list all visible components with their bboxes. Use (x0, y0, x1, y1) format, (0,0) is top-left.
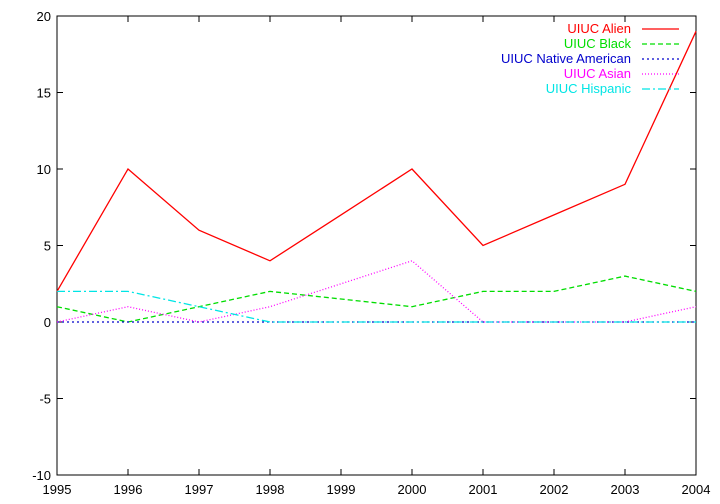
y-tick-label: -5 (39, 392, 51, 407)
axis-ticks: 1995 1996 1997 1998 1999 2000 2001 2002 2003 2004… (32, 9, 710, 497)
series-line-uiuc-asian (56, 260, 697, 323)
x-tick-label: 2004 (682, 482, 711, 497)
series-lines (56, 31, 697, 323)
series-line-uiuc-black (56, 275, 697, 323)
x-tick-label: 2003 (611, 482, 640, 497)
x-tick-label: 1997 (185, 482, 214, 497)
y-tick-label: 10 (37, 162, 51, 177)
x-tick-label: 2002 (540, 482, 569, 497)
legend-label: UIUC Asian (564, 66, 631, 81)
legend-label: UIUC Hispanic (546, 81, 632, 96)
legend-label: UIUC Alien (567, 21, 631, 36)
x-tick-label: 2001 (469, 482, 498, 497)
x-tick-label: 1999 (327, 482, 356, 497)
x-tick-label: 1995 (43, 482, 72, 497)
y-tick-label: 20 (37, 9, 51, 24)
x-tick-label: 1998 (256, 482, 285, 497)
series-line-uiuc-alien (56, 31, 697, 292)
y-tick-label: -10 (32, 468, 51, 483)
y-tick-label: 5 (44, 239, 51, 254)
y-tick-label: 15 (37, 86, 51, 101)
x-tick-label: 2000 (398, 482, 427, 497)
y-tick-label: 0 (44, 315, 51, 330)
legend-label: UIUC Black (564, 36, 632, 51)
legend-label: UIUC Native American (501, 51, 631, 66)
series-line-uiuc-hispanic (57, 290, 696, 323)
x-tick-label: 1996 (114, 482, 143, 497)
